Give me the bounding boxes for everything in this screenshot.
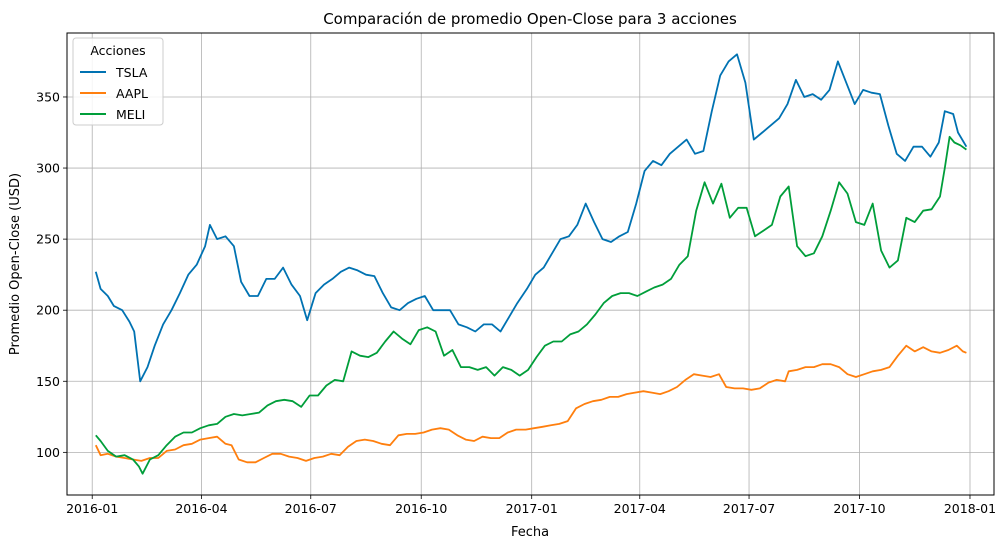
series-line-tsla [94, 53, 968, 383]
y-axis-title: Promedio Open-Close (USD) [8, 173, 23, 355]
legend-label-tsla: TSLA [115, 65, 148, 80]
legend: Acciones TSLA AAPL MELI [72, 37, 164, 126]
x-axis-ticks: 2016-01 2016-04 2016-07 2016-10 2017-01 2017-… [66, 495, 996, 516]
legend-label-aapl: AAPL [116, 86, 148, 101]
x-tick-label: 2017-04 [614, 501, 666, 516]
x-tick-label: 2016-01 [66, 501, 118, 516]
x-tick-label: 2018-01 [944, 501, 996, 516]
y-tick-label: 100 [36, 445, 60, 460]
legend-title: Acciones [90, 43, 145, 58]
legend-box [72, 37, 164, 126]
y-tick-label: 200 [36, 303, 60, 318]
y-tick-label: 250 [36, 232, 60, 247]
series-line-meli [95, 135, 967, 475]
series-lines [94, 53, 968, 475]
y-tick-label: 150 [36, 374, 60, 389]
x-tick-label: 2017-10 [833, 501, 885, 516]
legend-entries: TSLA AAPL MELI [80, 65, 148, 122]
x-tick-label: 2016-10 [395, 501, 447, 516]
y-tick-label: 300 [36, 161, 60, 176]
x-tick-label: 2017-07 [723, 501, 775, 516]
x-tick-label: 2016-07 [285, 501, 337, 516]
y-tick-label: 350 [36, 89, 60, 104]
x-tick-label: 2017-01 [506, 501, 558, 516]
series-line-aapl [94, 344, 967, 464]
x-tick-label: 2016-04 [175, 501, 227, 516]
plot-area-frame [66, 32, 995, 496]
grid-lines [67, 33, 994, 495]
y-axis-ticks: 100 150 200 250 300 350 [36, 89, 67, 460]
legend-label-meli: MELI [116, 107, 145, 122]
x-axis-title: Fecha [511, 525, 549, 540]
chart-title: Comparación de promedio Open-Close para … [323, 10, 737, 28]
